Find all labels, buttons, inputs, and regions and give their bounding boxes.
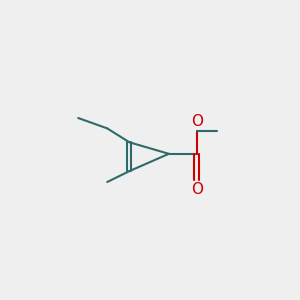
Text: O: O xyxy=(191,114,203,129)
Text: O: O xyxy=(191,182,203,197)
